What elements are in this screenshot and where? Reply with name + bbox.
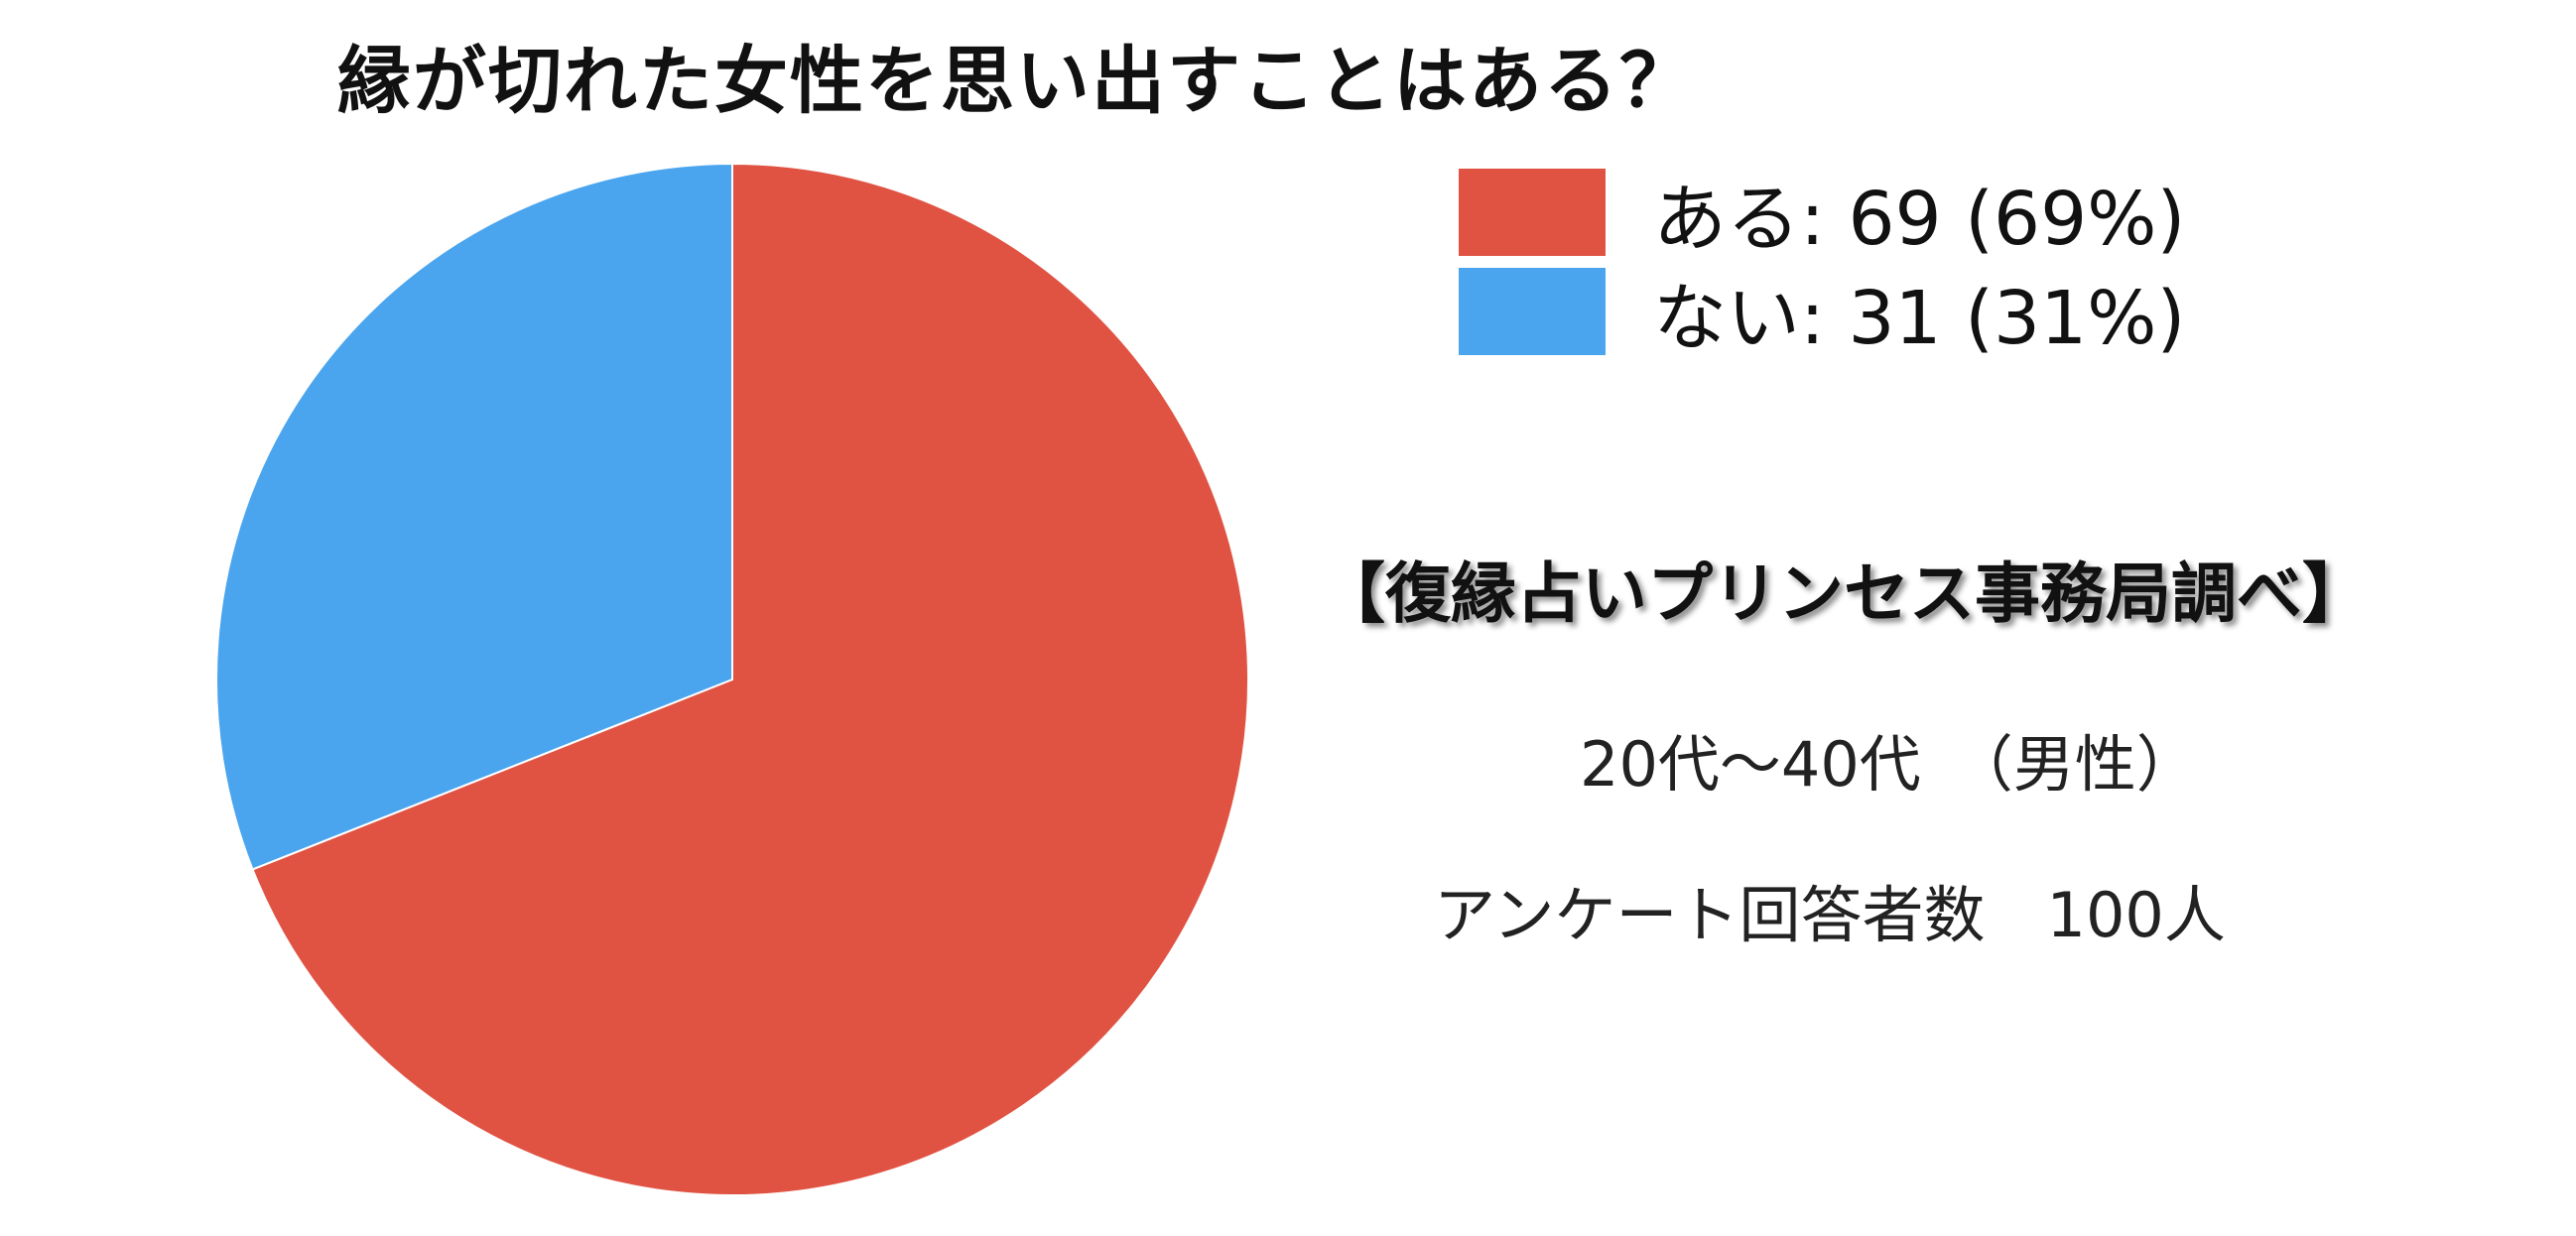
legend: ある: 69 (69%) ない: 31 (31%) — [1459, 167, 2185, 365]
survey-respondents: アンケート回答者数 100人 — [1434, 879, 2226, 951]
legend-item-nai: ない: 31 (31%) — [1459, 266, 2185, 361]
legend-label-nai: ない: 31 (31%) — [1653, 275, 2186, 361]
pie-slice-nai — [215, 162, 733, 871]
pie-slice-aru — [251, 162, 1249, 1196]
legend-item-aru: ある: 69 (69%) — [1459, 167, 2185, 262]
legend-swatch-aru — [1459, 169, 1606, 256]
legend-label-aru: ある: 69 (69%) — [1653, 176, 2186, 262]
chart-title: 縁が切れた女性を思い出すことはある？ — [337, 39, 1695, 124]
survey-source: 【復縁占いプリンセス事務局調べ】 — [1320, 556, 2368, 632]
survey-age-group: 20代〜40代 （男性） — [1580, 728, 2198, 801]
legend-swatch-nai — [1459, 268, 1606, 355]
